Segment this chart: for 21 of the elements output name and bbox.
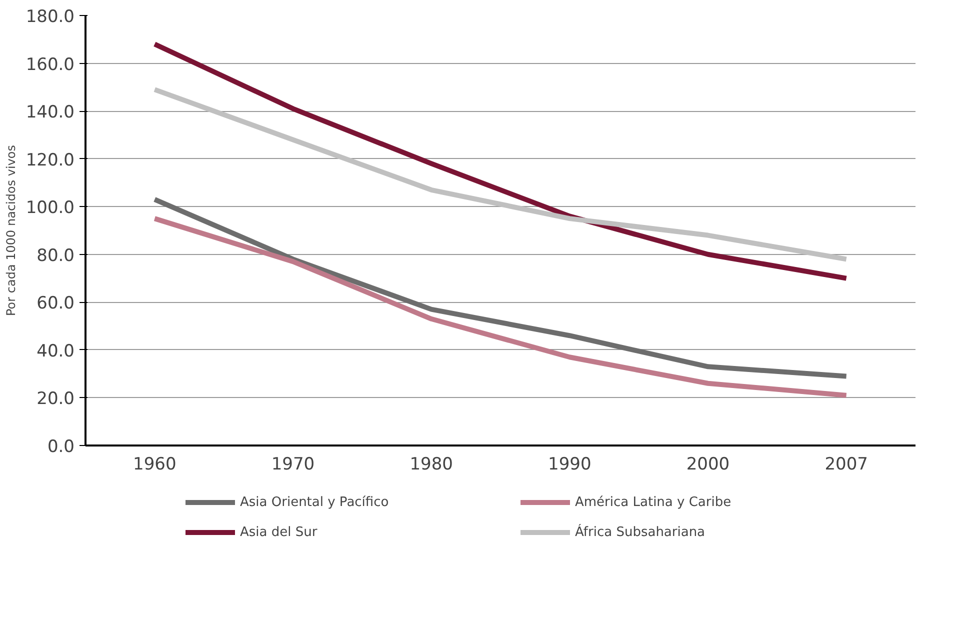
y-axis-title: Por cada 1000 nacidos vivos (4, 144, 18, 316)
legend-label: Asia del Sur (240, 524, 318, 540)
y-tick-label: 160.0 (26, 54, 75, 75)
y-tick-label: 60.0 (36, 294, 75, 314)
legend-label: África Subsahariana (575, 524, 706, 540)
y-tick-label: 40.0 (36, 341, 75, 362)
x-tick-label: 2007 (824, 454, 868, 474)
x-tick-label: 1960 (133, 454, 176, 474)
x-tick-label: 2000 (686, 454, 730, 474)
y-tick-label: 20.0 (36, 389, 75, 410)
y-tick-label: 100.0 (26, 198, 75, 218)
y-tick-label: 140.0 (26, 102, 75, 123)
y-tick-label: 0.0 (47, 437, 75, 457)
x-tick-label: 1970 (271, 454, 315, 474)
legend-label: América Latina y Caribe (575, 494, 732, 510)
y-tick-label: 180.0 (26, 7, 75, 27)
x-tick-label: 1990 (548, 454, 592, 474)
x-tick-label: 1980 (410, 454, 453, 474)
y-tick-label: 80.0 (36, 246, 75, 266)
y-tick-label: 120.0 (26, 150, 75, 170)
legend-label: Asia Oriental y Pacífico (240, 494, 390, 510)
